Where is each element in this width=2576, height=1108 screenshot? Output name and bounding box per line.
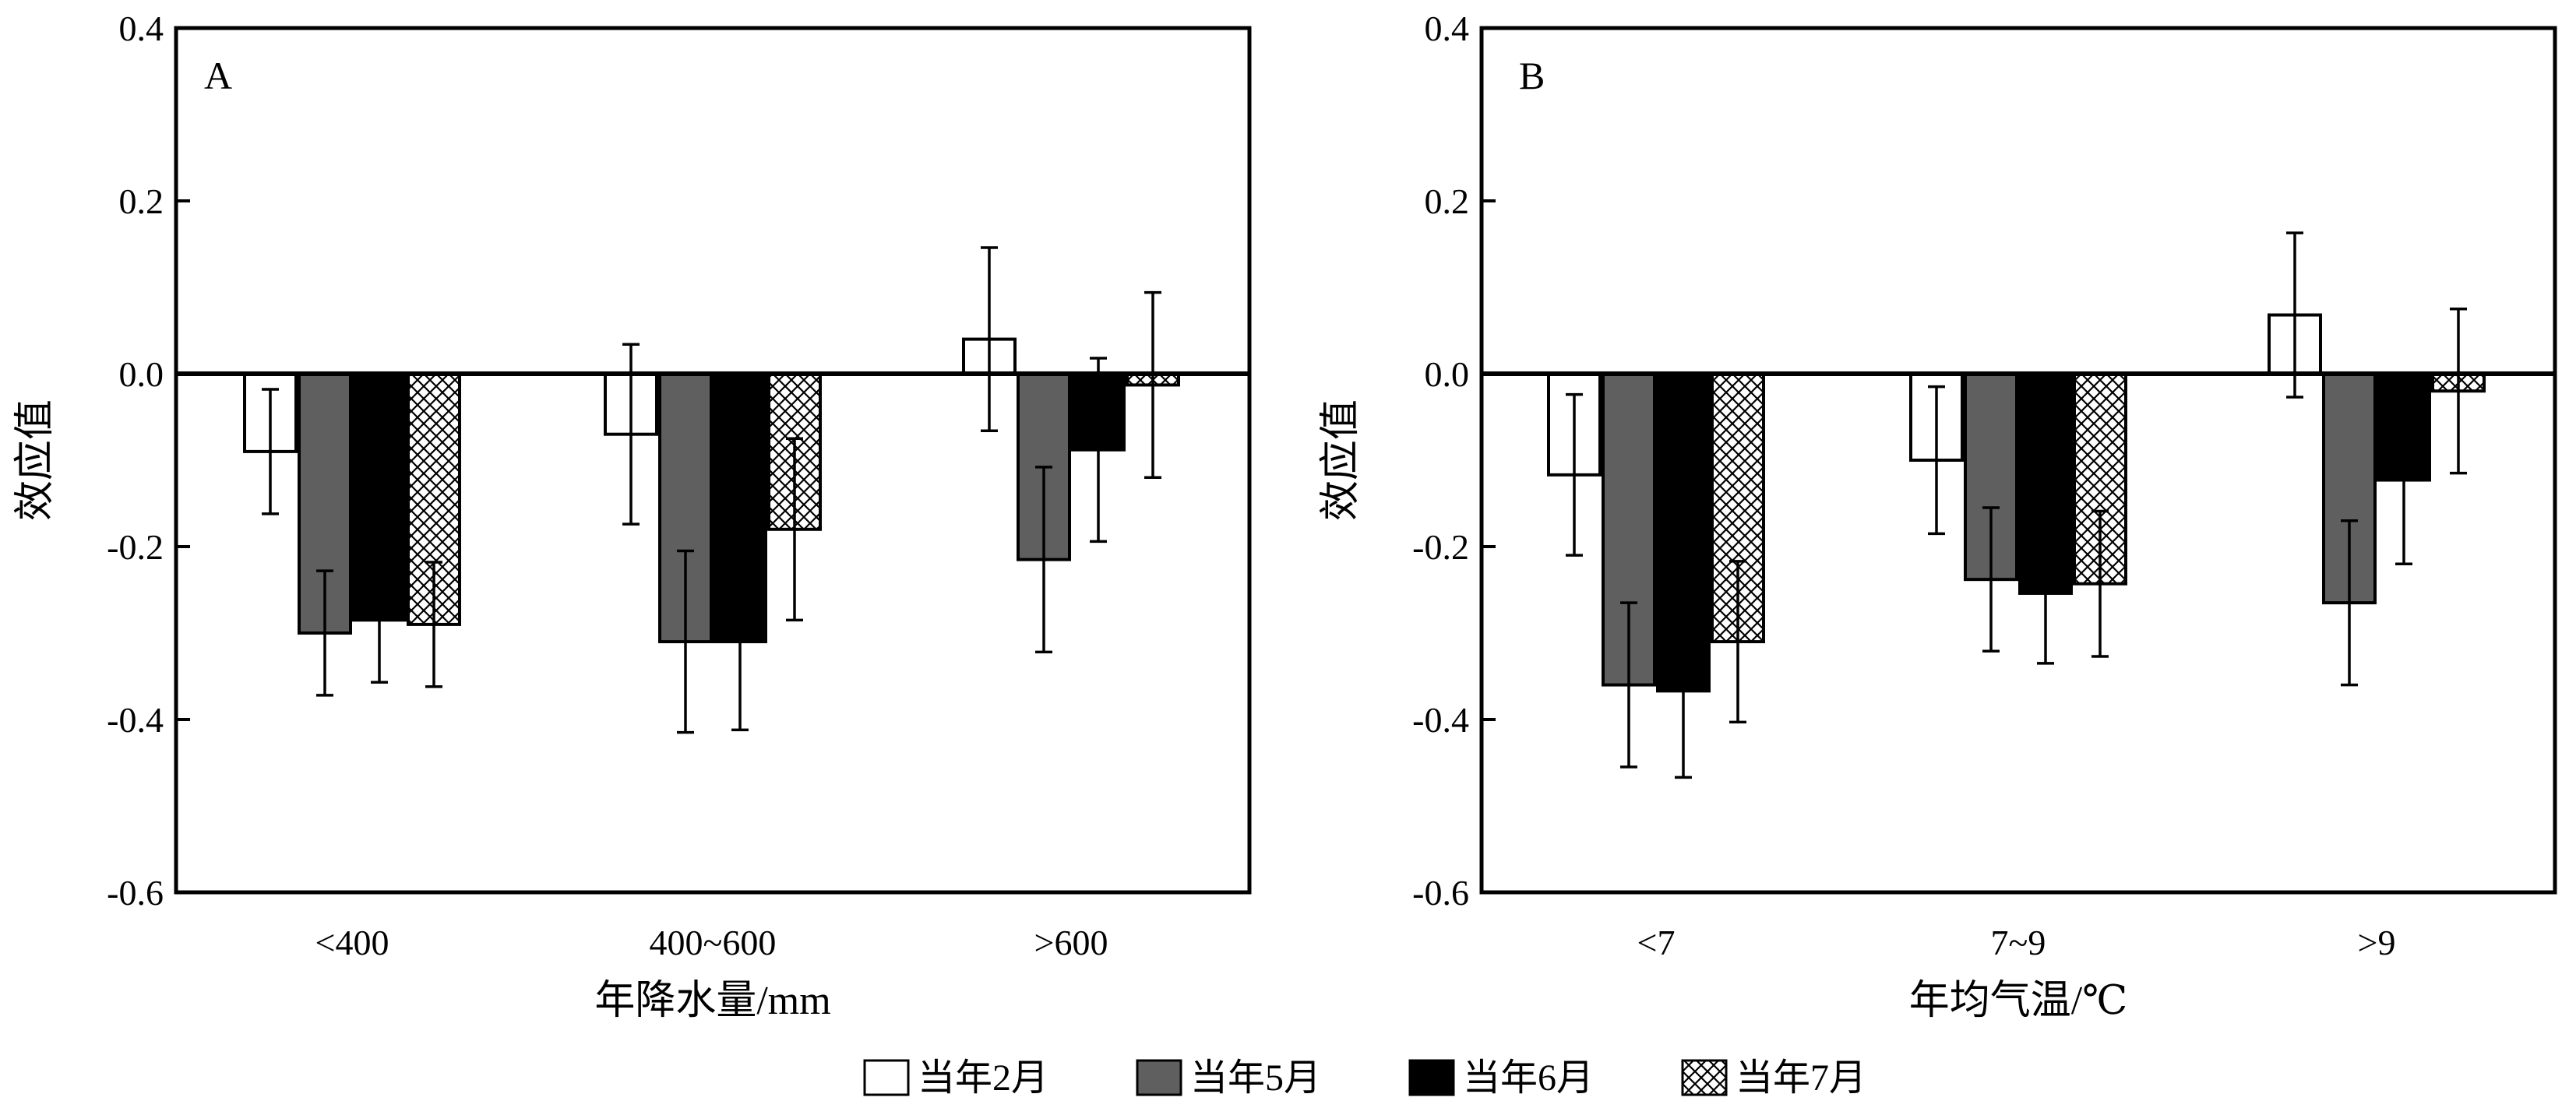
x-tick-label: >9 [2358, 923, 2396, 962]
y-tick-label: -0.6 [107, 873, 164, 913]
y-axis-title: 效应值 [13, 399, 58, 521]
y-tick-label: -0.2 [107, 527, 164, 567]
legend-label-jun: 当年6月 [1463, 1057, 1594, 1099]
legend: 当年2月 当年5月 当年6月 当年7月 [863, 1057, 1866, 1099]
legend-swatch-feb [863, 1059, 910, 1096]
x-axis-title: 年均气温/℃ [1909, 979, 2128, 1023]
x-tick-label: <400 [315, 923, 389, 962]
bar-may [1964, 372, 2018, 582]
y-tick-label: 0.2 [119, 181, 164, 221]
x-tick-label: 400~600 [650, 923, 777, 962]
y-tick-label: -0.6 [1412, 873, 1469, 913]
legend-swatch-jul [1681, 1059, 1728, 1096]
plot-frame [1479, 26, 2557, 895]
panel-label: B [1519, 54, 1545, 97]
y-tick-label: 0.0 [1425, 354, 1470, 394]
y-axis-ticks: 0.4 0.2 0.0 -0.2 -0.4 -0.6 <400 400~600 >600 [107, 9, 1108, 962]
legend-swatch-may [1136, 1059, 1182, 1096]
y-tick-label: 0.2 [1425, 181, 1470, 221]
plot-frame [174, 26, 1252, 895]
panel-label: A [204, 54, 232, 97]
legend-label-feb: 当年2月 [918, 1057, 1048, 1099]
panel-a: 0.4 0.2 0.0 -0.2 -0.4 -0.6 <400 400~600 >600 A 年… [13, 9, 1252, 1023]
legend-label-jul: 当年7月 [1736, 1057, 1866, 1099]
legend-swatch-jun [1408, 1059, 1455, 1096]
y-axis-ticks: 0.4 0.2 0.0 -0.2 -0.4 -0.6 <7 7~9 >9 [1412, 9, 2395, 962]
y-tick-label: 0.4 [1425, 9, 1470, 48]
y-tick-label: 0.4 [119, 9, 164, 48]
y-tick-label: 0.0 [119, 354, 164, 394]
y-axis-title: 效应值 [1319, 399, 1363, 521]
x-tick-label: <7 [1637, 923, 1676, 962]
bars [1547, 231, 2486, 779]
x-axis-title: 年降水量/mm [594, 979, 830, 1023]
x-tick-label: 7~9 [1991, 923, 2046, 962]
y-tick-label: -0.4 [107, 700, 164, 740]
bars [243, 246, 1180, 734]
y-tick-label: -0.2 [1412, 527, 1469, 567]
y-tick-label: -0.4 [1412, 700, 1469, 740]
panel-b: 0.4 0.2 0.0 -0.2 -0.4 -0.6 <7 7~9 >9 B 年均气温/℃ 效应… [1319, 9, 2557, 1023]
legend-label-may: 当年5月 [1190, 1057, 1321, 1099]
x-tick-label: >600 [1034, 923, 1108, 962]
